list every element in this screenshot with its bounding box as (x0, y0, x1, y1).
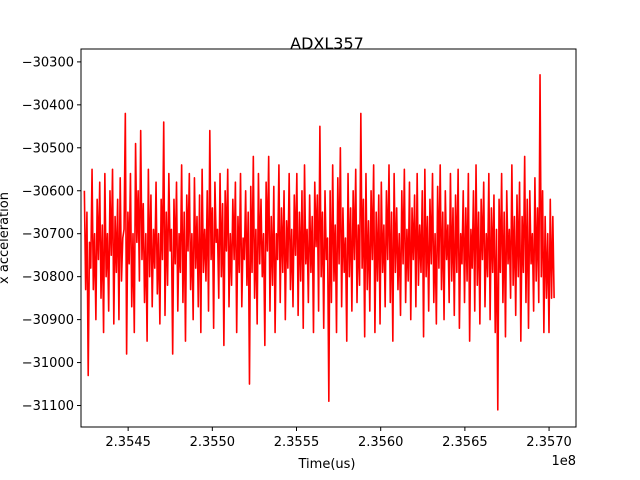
y-tick-label: −31100 (22, 399, 74, 414)
y-tick-label: −31000 (22, 356, 74, 371)
x-tick-label: 2.3560 (358, 435, 404, 450)
plot-area (83, 73, 555, 411)
y-axis-label: x acceleration (0, 192, 12, 284)
x-axis-label: Time(us) (298, 457, 356, 472)
y-tick-label: −30600 (22, 184, 74, 199)
y-tick-label: −30800 (22, 270, 74, 285)
x-axis-offset-label: 1e8 (551, 454, 576, 469)
x-tick-label: 2.3565 (442, 435, 488, 450)
x-tick-label: 2.3555 (274, 435, 320, 450)
y-tick-label: −30300 (22, 55, 74, 70)
chart-title: ADXL357 (290, 34, 364, 53)
series-line-0 (83, 73, 555, 411)
x-axis-ticks: 2.3545 2.3550 2.3555 2.3560 2.3565 2.3570 (105, 427, 572, 450)
y-tick-label: −30900 (22, 313, 74, 328)
x-tick-label: 2.3545 (105, 435, 151, 450)
y-tick-label: −30700 (22, 227, 74, 242)
y-axis-ticks: −31100 −31000 −30900 −30800 −30700 −30600 −305… (22, 55, 81, 414)
y-tick-label: −30400 (22, 98, 74, 113)
axes-frame (80, 48, 577, 428)
x-tick-label: 2.3570 (526, 435, 572, 450)
x-tick-label: 2.3550 (190, 435, 236, 450)
y-tick-label: −30500 (22, 141, 74, 156)
